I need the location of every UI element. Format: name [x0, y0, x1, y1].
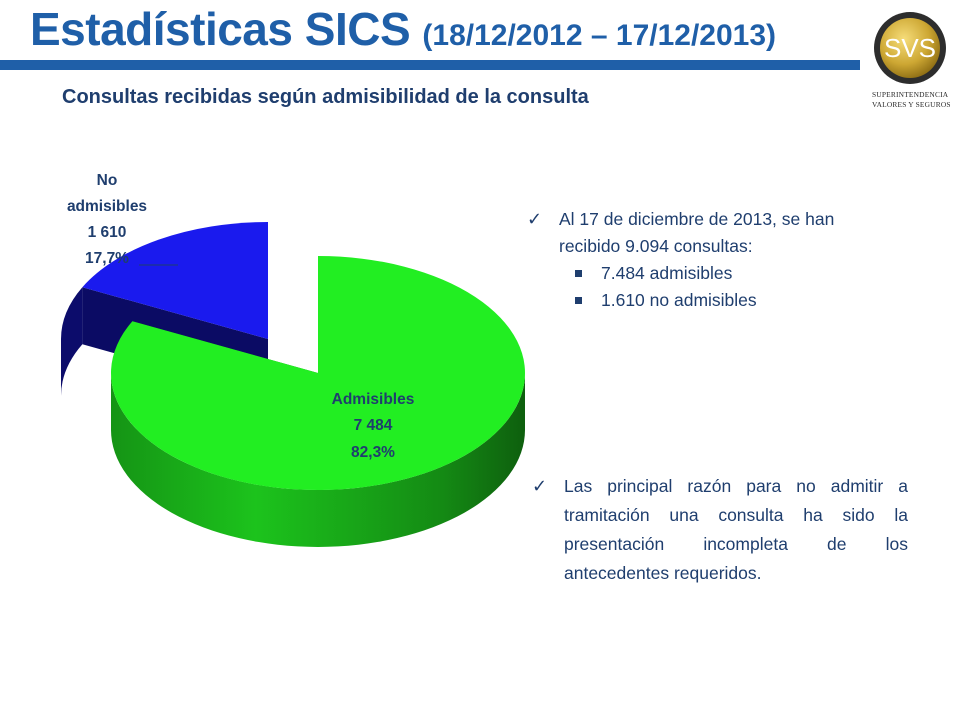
bullet-total: ✓ Al 17 de diciembre de 2013, se han rec…: [525, 206, 900, 260]
label-admisibles-name: Admisibles: [332, 391, 415, 408]
bullet-total-text: Al 17 de diciembre de 2013, se han recib…: [559, 209, 835, 256]
sub-bullet-admisibles: 7.484 admisibles: [525, 260, 900, 287]
square-bullet-icon: [575, 297, 582, 304]
logo-disc: [880, 18, 940, 78]
label-no-admisibles-value: 1 610: [88, 224, 127, 241]
slice-admisibles-side-icon: [111, 373, 525, 547]
reason-bullets: ✓ Las principal razón para no admitir a …: [530, 472, 908, 588]
label-no-admisibles-percent: 17,7%: [85, 250, 129, 267]
label-no-admisibles-name-line2: admisibles: [67, 198, 147, 215]
chart-subtitle: Consultas recibidas según admisibilidad …: [62, 86, 589, 108]
title-dates: (18/12/2012 – 17/12/2013): [422, 19, 777, 52]
sub-bullet-no-admisibles: 1.610 no admisibles: [525, 287, 900, 314]
slice-no-admisibles-side-icon: [61, 287, 83, 396]
logo-caption-line2: VALORES Y SEGUROS: [872, 100, 951, 109]
bullet-reason-text: Las principal razón para no admitir a tr…: [564, 476, 908, 583]
square-bullet-icon: [575, 270, 582, 277]
logo-initials: SVS: [884, 33, 936, 63]
slice-no-admisibles-top-icon: [82, 222, 268, 339]
title-underline-bar: [0, 60, 860, 70]
logo-caption-line1: SUPERINTENDENCIA: [872, 90, 949, 99]
bullet-reason: ✓ Las principal razón para no admitir a …: [530, 472, 908, 588]
checkmark-icon: ✓: [527, 209, 543, 229]
logo-caption: SUPERINTENDENCIA VALORES Y SEGUROS: [872, 90, 956, 110]
label-admisibles-percent: 82,3%: [351, 444, 395, 461]
checkmark-icon: ✓: [532, 476, 548, 496]
title-main: Estadísticas SICS: [30, 3, 411, 55]
page-title: Estadísticas SICS (18/12/2012 – 17/12/20…: [30, 2, 776, 56]
sub-bullet-no-admisibles-text: 1.610 no admisibles: [601, 290, 757, 310]
label-no-admisibles-name-line1: No: [97, 172, 118, 189]
label-admisibles-value: 7 484: [354, 417, 393, 434]
sub-bullet-admisibles-text: 7.484 admisibles: [601, 263, 733, 283]
svs-logo: SVS: [874, 12, 946, 84]
slice-admisibles-top-icon: [111, 256, 526, 490]
summary-bullets: ✓ Al 17 de diciembre de 2013, se han rec…: [525, 206, 900, 314]
